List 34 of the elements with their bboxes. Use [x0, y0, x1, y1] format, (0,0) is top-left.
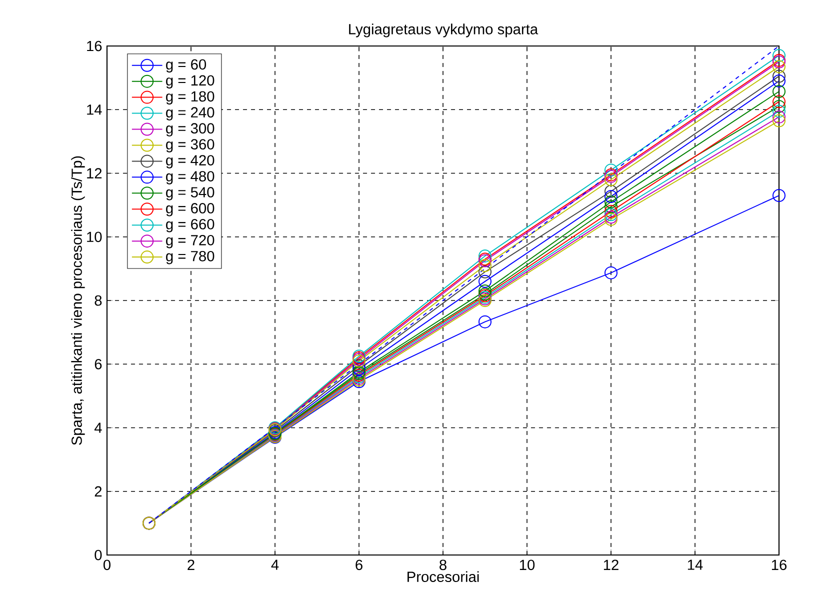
x-tick-label: 10 — [520, 560, 535, 570]
x-tick-label: 14 — [688, 560, 703, 570]
x-tick-label: 12 — [604, 560, 618, 570]
y-tick-label: 2 — [94, 486, 102, 496]
legend-label: g = 360 — [166, 139, 214, 152]
legend-label: g = 600 — [166, 203, 214, 216]
x-tick-label: 0 — [103, 560, 110, 570]
legend-label: g = 480 — [166, 171, 214, 184]
legend-label: g = 240 — [166, 107, 214, 120]
legend-label: g = 420 — [166, 155, 214, 168]
legend-label: g = 120 — [166, 75, 214, 88]
legend-label: g = 60 — [166, 59, 206, 73]
legend-label: g = 300 — [166, 123, 214, 136]
y-tick-label: 4 — [94, 422, 102, 433]
y-tick-label: 10 — [87, 232, 102, 242]
chart-title: Lygiagretaus vykdymo sparta — [349, 24, 538, 38]
x-tick-label: 2 — [188, 560, 194, 570]
y-tick-label: 0 — [94, 550, 102, 560]
y-tick-label: 16 — [87, 40, 102, 52]
x-tick-label: 4 — [271, 560, 279, 570]
y-tick-label: 12 — [87, 168, 102, 178]
legend-label: g = 660 — [166, 218, 214, 232]
legend-label: g = 180 — [166, 91, 214, 104]
legend-label: g = 720 — [166, 234, 214, 248]
x-tick-label: 8 — [440, 560, 446, 570]
x-tick-label: 16 — [772, 560, 787, 570]
legend-label: g = 780 — [166, 250, 214, 264]
legend-label: g = 540 — [166, 187, 214, 200]
y-tick-label: 8 — [94, 295, 102, 306]
y-tick-label: 14 — [87, 104, 102, 115]
x-tick-label: 6 — [356, 560, 362, 570]
x-axis-title: Procesoriai — [408, 571, 479, 582]
y-axis-title: Sparta, atitinkanti vieno procesoriaus (Ts/Tp) — [71, 156, 85, 445]
y-tick-label: 6 — [94, 358, 102, 370]
